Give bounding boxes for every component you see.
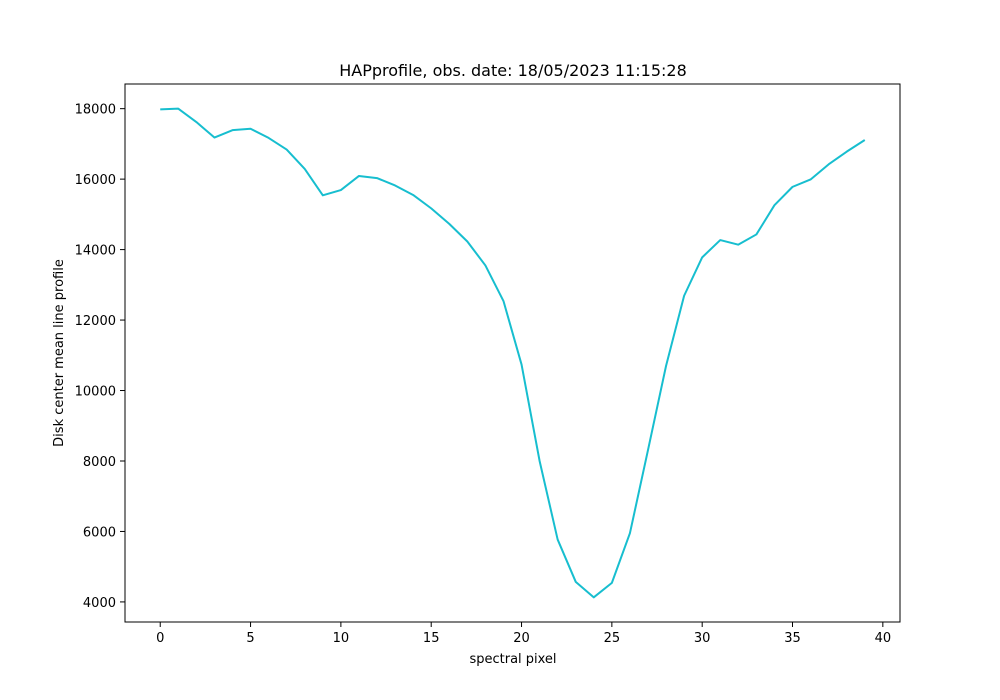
x-tick-label: 5 <box>246 631 254 646</box>
plot-area <box>124 83 901 623</box>
x-tick-label: 20 <box>513 631 530 646</box>
x-tick-label: 40 <box>875 631 892 646</box>
x-tick-label: 30 <box>694 631 711 646</box>
x-tick-label: 15 <box>423 631 440 646</box>
x-axis-label: spectral pixel <box>469 652 556 667</box>
x-tick-label: 25 <box>604 631 621 646</box>
y-axis: 4000 6000 8000 10000 12000 14000 16000 18000 <box>75 103 125 611</box>
y-tick-label: 8000 <box>83 455 116 470</box>
y-tick-label: 4000 <box>83 596 116 611</box>
y-tick-label: 10000 <box>75 385 116 400</box>
axes-frame <box>124 83 901 623</box>
x-tick-label: 35 <box>784 631 801 646</box>
y-tick-label: 14000 <box>75 244 116 259</box>
x-axis: 0 5 10 15 20 25 30 35 40 <box>156 622 891 646</box>
series-line <box>160 107 866 599</box>
chart-title: HAPprofile, obs. date: 18/05/2023 11:15:… <box>339 61 687 80</box>
x-tick-label: 0 <box>156 631 164 646</box>
y-axis-label: Disk center mean line profile <box>52 259 67 447</box>
y-tick-label: 12000 <box>75 314 116 329</box>
x-tick-label: 10 <box>333 631 350 646</box>
y-tick-label: 6000 <box>83 525 116 540</box>
y-tick-label: 16000 <box>75 173 116 188</box>
y-tick-label: 18000 <box>75 103 116 118</box>
